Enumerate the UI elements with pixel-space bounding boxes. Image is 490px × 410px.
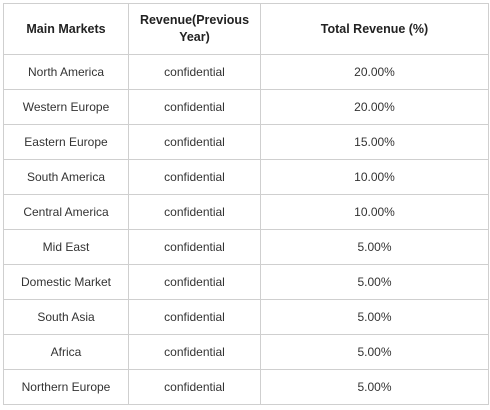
- market-name-cell: North America: [3, 54, 129, 90]
- percent-cell: 20.00%: [260, 54, 489, 90]
- market-name-cell: Domestic Market: [3, 264, 129, 300]
- percent-cell: 20.00%: [260, 89, 489, 125]
- table-header-row: Main Markets Revenue(Previous Year) Tota…: [3, 3, 489, 55]
- percent-cell: 15.00%: [260, 124, 489, 160]
- percent-cell: 5.00%: [260, 264, 489, 300]
- percent-cell: 5.00%: [260, 369, 489, 405]
- market-name-cell: Northern Europe: [3, 369, 129, 405]
- revenue-cell: confidential: [128, 369, 261, 405]
- percent-cell: 5.00%: [260, 299, 489, 335]
- table-row: Eastern Europe confidential 15.00%: [3, 124, 489, 160]
- markets-table-container: Main Markets Revenue(Previous Year) Tota…: [3, 3, 489, 405]
- percent-cell: 5.00%: [260, 334, 489, 370]
- market-name-cell: South Asia: [3, 299, 129, 335]
- header-main-markets: Main Markets: [3, 3, 129, 55]
- table-row: Northern Europe confidential 5.00%: [3, 369, 489, 405]
- revenue-cell: confidential: [128, 229, 261, 265]
- revenue-cell: confidential: [128, 54, 261, 90]
- revenue-cell: confidential: [128, 194, 261, 230]
- market-name-cell: Africa: [3, 334, 129, 370]
- market-name-cell: Mid East: [3, 229, 129, 265]
- table-row: Western Europe confidential 20.00%: [3, 89, 489, 125]
- revenue-cell: confidential: [128, 264, 261, 300]
- percent-cell: 10.00%: [260, 194, 489, 230]
- revenue-cell: confidential: [128, 299, 261, 335]
- table-row: Domestic Market confidential 5.00%: [3, 264, 489, 300]
- header-revenue-previous-year: Revenue(Previous Year): [128, 3, 261, 55]
- revenue-cell: confidential: [128, 89, 261, 125]
- market-name-cell: Central America: [3, 194, 129, 230]
- table-row: North America confidential 20.00%: [3, 54, 489, 90]
- table-row: South America confidential 10.00%: [3, 159, 489, 195]
- market-name-cell: Western Europe: [3, 89, 129, 125]
- table-row: Africa confidential 5.00%: [3, 334, 489, 370]
- table-row: South Asia confidential 5.00%: [3, 299, 489, 335]
- markets-revenue-table: Main Markets Revenue(Previous Year) Tota…: [3, 3, 489, 405]
- market-name-cell: Eastern Europe: [3, 124, 129, 160]
- table-row: Mid East confidential 5.00%: [3, 229, 489, 265]
- revenue-cell: confidential: [128, 124, 261, 160]
- header-total-revenue-percent: Total Revenue (%): [260, 3, 489, 55]
- percent-cell: 10.00%: [260, 159, 489, 195]
- revenue-cell: confidential: [128, 334, 261, 370]
- revenue-cell: confidential: [128, 159, 261, 195]
- market-name-cell: South America: [3, 159, 129, 195]
- table-row: Central America confidential 10.00%: [3, 194, 489, 230]
- percent-cell: 5.00%: [260, 229, 489, 265]
